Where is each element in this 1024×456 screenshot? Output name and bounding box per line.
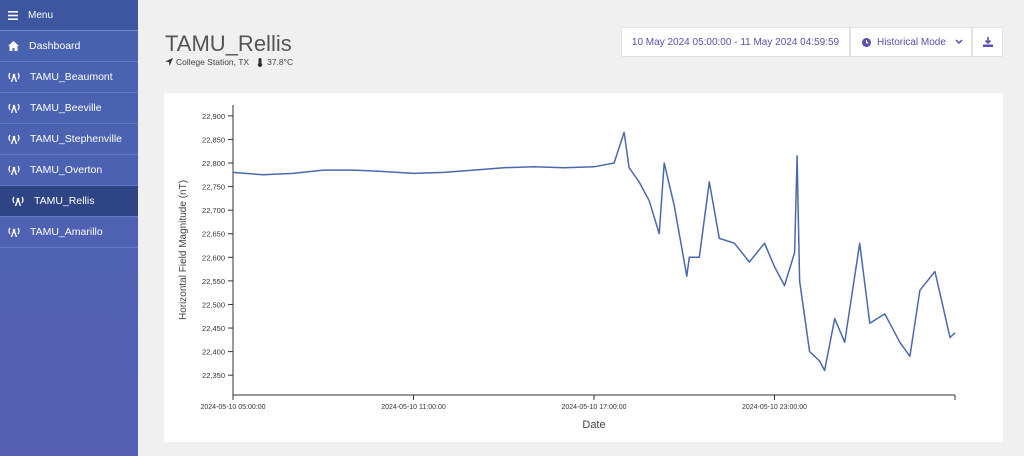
date-range: 10 May 2024 05:00:00 - 11 May 2024 04:59… [631, 36, 840, 48]
menu-item-label: TAMU_Amarillo [30, 226, 103, 238]
clock-icon [862, 37, 871, 47]
menu-item[interactable]: TAMU_Beeville [0, 93, 138, 124]
y-tick-label: 22,800 [202, 159, 225, 168]
menu-item[interactable]: TAMU_Rellis [0, 186, 138, 217]
menu-item-label: TAMU_Stephenville [30, 133, 123, 145]
thermometer-icon [257, 57, 263, 67]
sidebar: Menu Dashboard TAMU_Beaumont TAMU_Beeville… [0, 0, 138, 456]
y-tick-label: 22,750 [202, 183, 225, 192]
y-tick-label: 22,700 [202, 206, 225, 215]
y-tick-label: 22,400 [202, 348, 225, 357]
y-tick-label: 22,900 [202, 112, 225, 121]
menu-item-label: TAMU_Beaumont [30, 71, 113, 83]
menu-item[interactable]: TAMU_Stephenville [0, 124, 138, 155]
y-tick-label: 22,500 [202, 300, 225, 309]
y-tick-label: 22,650 [202, 230, 225, 239]
download-button[interactable] [972, 27, 1003, 57]
x-tick-label: 2024-05-10 11:00:00 [381, 404, 446, 411]
data-line [232, 131, 956, 372]
temperature: 37.8°C [267, 57, 294, 67]
mode-select[interactable]: Historical Mode [850, 27, 972, 57]
menu-header[interactable]: Menu [0, 0, 138, 31]
station-title: TAMU_Rellis [165, 31, 292, 56]
x-tick-label: 2024-05-10 23:00:00 [742, 404, 807, 411]
menu-item-label: TAMU_Overton [30, 164, 103, 176]
x-tick-label: 2024-05-10 05:00:00 [201, 404, 266, 411]
menu-label: Menu [28, 9, 54, 21]
dropdown-caret [955, 39, 963, 45]
antenna-icon [8, 134, 20, 144]
station-info: College Station, TX 37.8°C [165, 57, 293, 67]
home-icon [8, 41, 19, 51]
menu-item[interactable]: TAMU_Overton [0, 155, 138, 186]
chart: 22,350 22,400 22,450 22,500 22,550 22,600 22,6… [178, 105, 956, 431]
antenna-icon [8, 227, 20, 237]
antenna-icon [8, 72, 20, 82]
y-tick-label: 22,850 [202, 135, 225, 144]
menu-item[interactable]: TAMU_Amarillo [0, 217, 138, 248]
y-tick-label: 22,450 [202, 324, 225, 333]
x-axis-label: Date [582, 419, 605, 431]
antenna-icon [12, 196, 24, 206]
menu-item-label: TAMU_Rellis [34, 195, 95, 207]
y-tick-label: 22,350 [202, 371, 225, 380]
menu-item-label: TAMU_Beeville [30, 102, 102, 114]
y-axis-label: Horizontal Field Magnitude (nT) [178, 180, 189, 320]
y-tick-label: 22,550 [202, 277, 225, 286]
location-icon [165, 58, 173, 66]
y-tick-label: 22,600 [202, 253, 225, 262]
menu-icon [8, 10, 18, 20]
mode: Historical Mode [877, 36, 946, 48]
date-range-picker[interactable]: 10 May 2024 05:00:00 - 11 May 2024 04:59… [621, 27, 850, 57]
x-tick-label: 2024-05-10 17:00:00 [562, 404, 627, 411]
antenna-icon [8, 165, 20, 175]
menu-item-label: Dashboard [29, 40, 81, 52]
menu-item[interactable]: TAMU_Beaumont [0, 62, 138, 93]
chart-card: 22,350 22,400 22,450 22,500 22,550 22,600 22,6… [164, 93, 1003, 442]
location: College Station, TX [176, 57, 250, 67]
menu-item[interactable]: Dashboard [0, 31, 138, 62]
antenna-icon [8, 103, 20, 113]
download-icon [982, 37, 993, 47]
